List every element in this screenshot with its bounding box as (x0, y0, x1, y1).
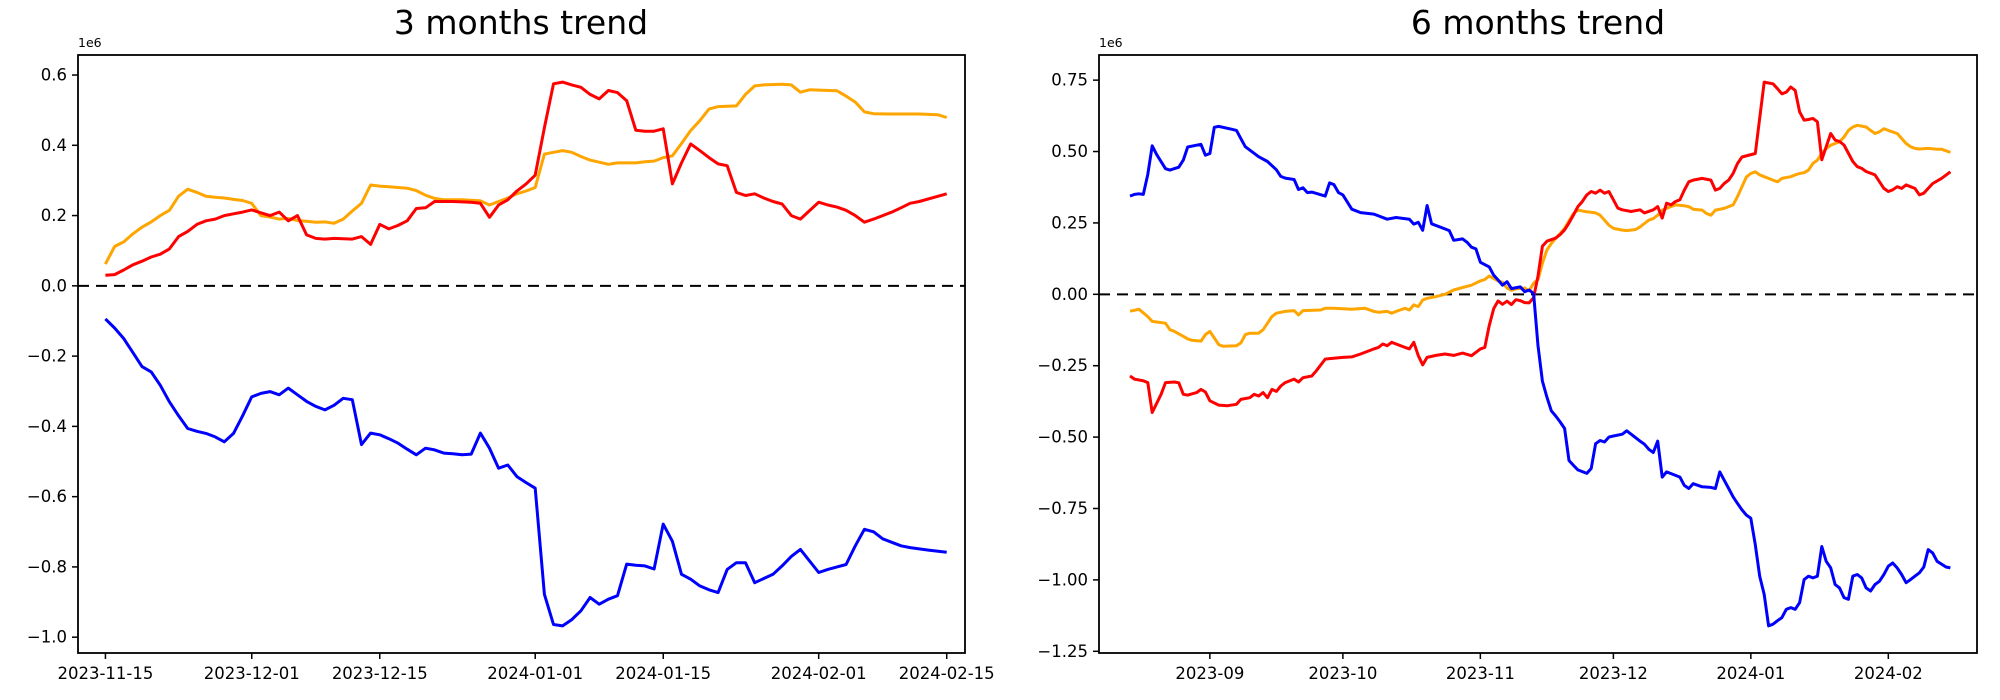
axes-frame (1098, 54, 1978, 654)
series-blue-line (104, 317, 947, 628)
x-tick-label: 2023-11-15 (57, 664, 153, 683)
y-tick-label: −1.25 (1037, 642, 1088, 661)
y-tick-label: −1.0 (27, 628, 67, 647)
y-axis-offset-label: 1e6 (78, 35, 102, 50)
y-tick-label: −0.4 (27, 417, 67, 436)
y-tick-label: 0.6 (41, 66, 67, 85)
y-tick-label: −0.6 (27, 487, 67, 506)
x-tick-label: 2023-10 (1308, 664, 1377, 683)
y-tick-label: −0.8 (27, 557, 67, 576)
series-red-line (105, 80, 948, 277)
y-tick-label: 0.4 (41, 136, 67, 155)
y-tick-label: −0.25 (1037, 356, 1088, 375)
x-tick-label: 2024-02-01 (771, 664, 867, 683)
x-tick-label: 2024-02 (1854, 664, 1923, 683)
chart-3-months-trend: 2023-11-15 2023-12-01 2023-12-15 2024-01-01… (27, 35, 995, 683)
y-tick-label: −0.2 (27, 347, 67, 366)
chart-title-6-months: 6 months trend (1410, 3, 1666, 42)
y-tick-label: 0.50 (1051, 142, 1088, 161)
y-tick-label: −1.00 (1037, 570, 1088, 589)
series-orange-line (104, 82, 948, 265)
x-tick-label: 2024-01-15 (615, 664, 711, 683)
x-tick-label: 2024-01 (1716, 664, 1785, 683)
x-tick-label: 2023-12-15 (332, 664, 428, 683)
x-tick-label: 2023-09 (1175, 664, 1244, 683)
x-tick-label: 2024-02-15 (899, 664, 995, 683)
y-tick-label: 0.0 (41, 276, 67, 295)
series-blue-line (1129, 124, 1951, 628)
y-tick-label: 0.2 (41, 206, 67, 225)
x-tick-label: 2023-12-01 (204, 664, 300, 683)
chart-6-months-trend: 2023-09 2023-10 2023-11 2023-12 2024-01 2024-… (1037, 35, 1978, 683)
y-tick-label: 0.25 (1051, 213, 1088, 232)
x-tick-label: 2023-11 (1446, 664, 1515, 683)
x-tick-label: 2024-01-01 (487, 664, 583, 683)
y-tick-label: 0.00 (1051, 285, 1088, 304)
axes-frame (77, 54, 966, 654)
chart-title-3-months: 3 months trend (393, 3, 649, 42)
x-tick-label: 2023-12 (1579, 664, 1648, 683)
y-axis-offset-label: 1e6 (1099, 35, 1123, 50)
y-tick-label: −0.50 (1037, 428, 1088, 447)
series-red-line (1129, 80, 1952, 414)
series-orange-line (1129, 123, 1951, 348)
y-tick-label: −0.75 (1037, 499, 1088, 518)
y-tick-label: 0.75 (1051, 71, 1088, 90)
